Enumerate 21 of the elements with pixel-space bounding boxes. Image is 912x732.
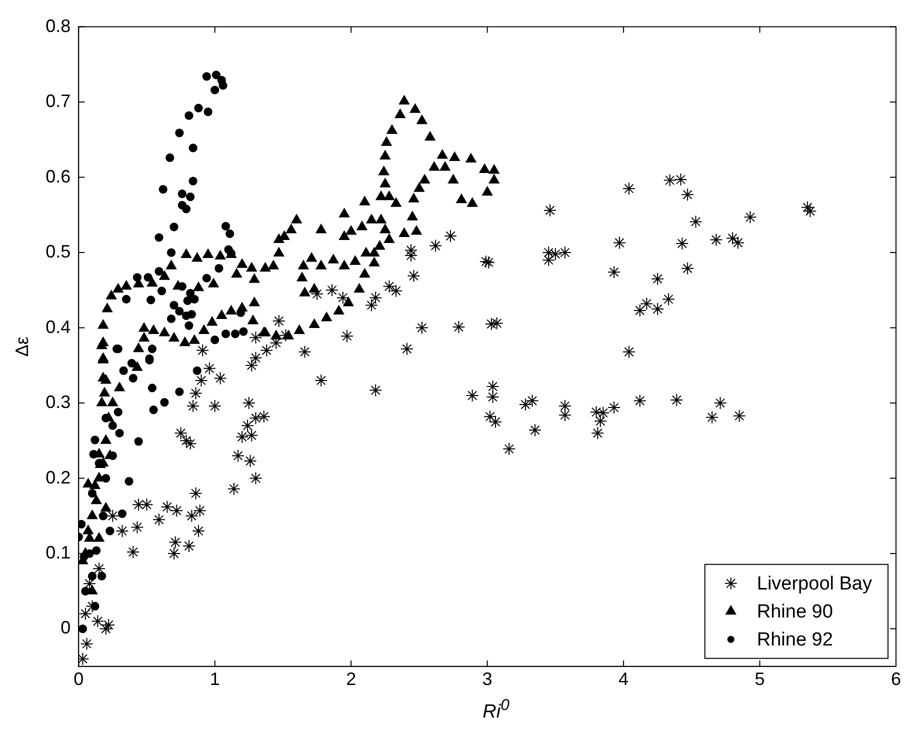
- y-tick-label: 0.1: [46, 542, 71, 562]
- y-tick-label: 0: [60, 618, 71, 638]
- x-tick-label: 6: [890, 669, 901, 690]
- y-tick-label: 0.2: [46, 467, 71, 488]
- legend-label: Rhine 90: [756, 602, 833, 623]
- y-tick-label: 0.7: [46, 91, 71, 112]
- x-axis-title: Ri$^{0}$: [482, 696, 510, 724]
- legend-label: Liverpool Bay: [756, 574, 872, 595]
- x-tick-label: 5: [754, 669, 765, 690]
- x-tick-label: 1: [210, 669, 220, 690]
- y-axis-title: Δε: [12, 336, 32, 357]
- x-tick-label: 4: [618, 669, 629, 690]
- legend-label: Rhine 92: [756, 630, 833, 651]
- x-tick-label: 2: [346, 669, 356, 690]
- x-tick-label: 3: [482, 669, 492, 690]
- y-tick-label: 0.4: [46, 316, 71, 337]
- y-tick-label: 0.3: [46, 392, 71, 412]
- y-tick-label: 0.6: [46, 166, 71, 186]
- y-tick-label: 0.5: [46, 242, 71, 262]
- y-tick-label: 0.8: [46, 16, 71, 36]
- x-tick-label: 0: [74, 669, 84, 690]
